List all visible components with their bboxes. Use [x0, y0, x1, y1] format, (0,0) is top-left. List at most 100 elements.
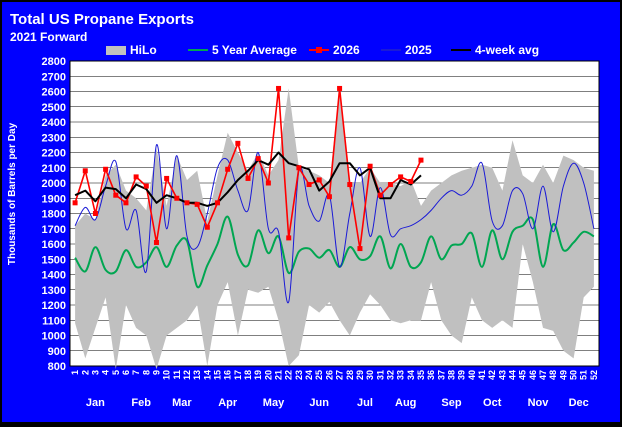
month-label: May [263, 397, 285, 409]
y-tick-label: 900 [48, 346, 66, 358]
series-2026-point [215, 200, 221, 206]
series-2026-point [82, 168, 88, 174]
series-2026-point [408, 178, 414, 184]
x-tick-label: 3 [90, 370, 100, 375]
y-tick-labels: 800 900 1000 1100 1200 1300 1400 1500 1600 1700 18… [42, 56, 66, 373]
y-tick-label: 1200 [42, 300, 66, 312]
x-tick-label: 31 [375, 370, 385, 380]
series-2026-markers [72, 85, 424, 252]
x-tick-label: 32 [386, 370, 396, 380]
series-2026-point [113, 192, 119, 198]
y-tick-label: 2000 [42, 178, 66, 190]
x-tick-label: 44 [508, 370, 518, 380]
series-2026-point [276, 85, 282, 91]
x-tick-label: 2 [80, 370, 90, 375]
x-tick-label: 16 [223, 370, 233, 380]
x-tick-label: 6 [121, 370, 131, 375]
chart-title: Total US Propane Exports [10, 11, 194, 28]
x-tick-label: 4 [101, 370, 111, 375]
x-tick-label: 14 [202, 370, 212, 380]
x-tick-label: 35 [416, 370, 426, 380]
series-2026-point [92, 211, 98, 216]
x-tick-label: 52 [589, 370, 599, 380]
x-tick-label: 18 [243, 370, 253, 380]
month-label: Jun [309, 397, 329, 409]
series-2026-point [235, 140, 241, 146]
series-2026-point [367, 163, 373, 169]
y-tick-label: 2300 [42, 132, 66, 144]
x-tick-label: 43 [497, 370, 507, 380]
x-tick-label: 20 [263, 370, 273, 380]
series-2026-point [153, 239, 159, 245]
month-label: Apr [218, 397, 238, 409]
legend-marker-2026 [316, 47, 322, 53]
series-2026-point [387, 182, 393, 188]
x-tick-label: 23 [294, 370, 304, 380]
series-2026-point [194, 201, 200, 207]
y-tick-label: 2400 [42, 117, 66, 129]
series-2026-point [418, 157, 424, 163]
y-tick-label: 2700 [42, 71, 66, 83]
legend-label-y2025: 2025 [405, 43, 432, 57]
chart-panel: Total US Propane Exports 2021 Forward Th… [2, 2, 620, 422]
x-tick-label: 42 [487, 370, 497, 380]
month-label: Sep [441, 397, 461, 409]
x-tick-label: 38 [447, 370, 457, 380]
month-label: Aug [395, 397, 416, 409]
x-tick-label: 8 [141, 370, 151, 375]
x-tick-label: 15 [213, 370, 223, 380]
y-tick-label: 1700 [42, 224, 66, 236]
x-tick-label: 30 [365, 370, 375, 380]
series-2026-point [265, 180, 271, 186]
x-tick-label: 49 [558, 370, 568, 380]
month-label: Oct [483, 397, 502, 409]
month-label: Jan [86, 397, 105, 409]
series-2026-point [204, 224, 210, 230]
series-2026-point [174, 195, 180, 201]
x-tick-label: 41 [477, 370, 487, 380]
series-2026-point [245, 175, 251, 181]
x-tick-label: 45 [518, 370, 528, 380]
x-tick-label: 13 [192, 370, 202, 380]
series-2026-point [337, 85, 343, 91]
y-tick-label: 1000 [42, 331, 66, 343]
x-tick-label: 40 [467, 370, 477, 380]
series-2026-point [357, 246, 363, 252]
x-tick-label: 9 [152, 370, 162, 375]
y-tick-label: 2800 [42, 56, 66, 68]
y-tick-label: 800 [48, 361, 66, 373]
legend-label-hilo: HiLo [130, 43, 157, 57]
x-tick-label: 17 [233, 370, 243, 380]
x-tick-label: 51 [579, 370, 589, 380]
x-tick-label: 27 [335, 370, 345, 380]
y-tick-label: 2500 [42, 102, 66, 114]
series-2026-point [225, 166, 231, 172]
x-tick-label: 24 [304, 370, 314, 380]
series-2025 [74, 144, 595, 304]
month-label: Dec [569, 397, 589, 409]
y-tick-label: 1900 [42, 193, 66, 205]
y-tick-label: 1500 [42, 254, 66, 266]
x-tick-label: 39 [457, 370, 467, 380]
x-tick-label: 37 [436, 370, 446, 380]
x-tick-label: 12 [182, 370, 192, 380]
month-label: Feb [131, 397, 151, 409]
legend-label-avg5: 5 Year Average [212, 43, 297, 57]
series-2026-point [306, 182, 312, 188]
x-tick-label: 7 [131, 370, 141, 375]
series-2026-point [72, 200, 78, 206]
series-2026-point [255, 156, 261, 162]
month-labels: Jan Feb Mar Apr May Jun Jul Aug Sep Oct Nov Dec [86, 397, 589, 409]
y-tick-label: 1600 [42, 239, 66, 251]
series-2026-point [296, 165, 302, 171]
series-2026-point [286, 235, 292, 241]
chart-svg: Total US Propane Exports 2021 Forward Th… [7, 11, 600, 409]
y-tick-label: 2200 [42, 148, 66, 160]
series-2026-point [123, 200, 129, 206]
x-tick-label: 50 [569, 370, 579, 380]
x-tick-label: 48 [548, 370, 558, 380]
x-tick-label: 21 [274, 370, 284, 380]
x-tick-label: 11 [172, 370, 182, 380]
series-5-year-average [74, 215, 595, 289]
